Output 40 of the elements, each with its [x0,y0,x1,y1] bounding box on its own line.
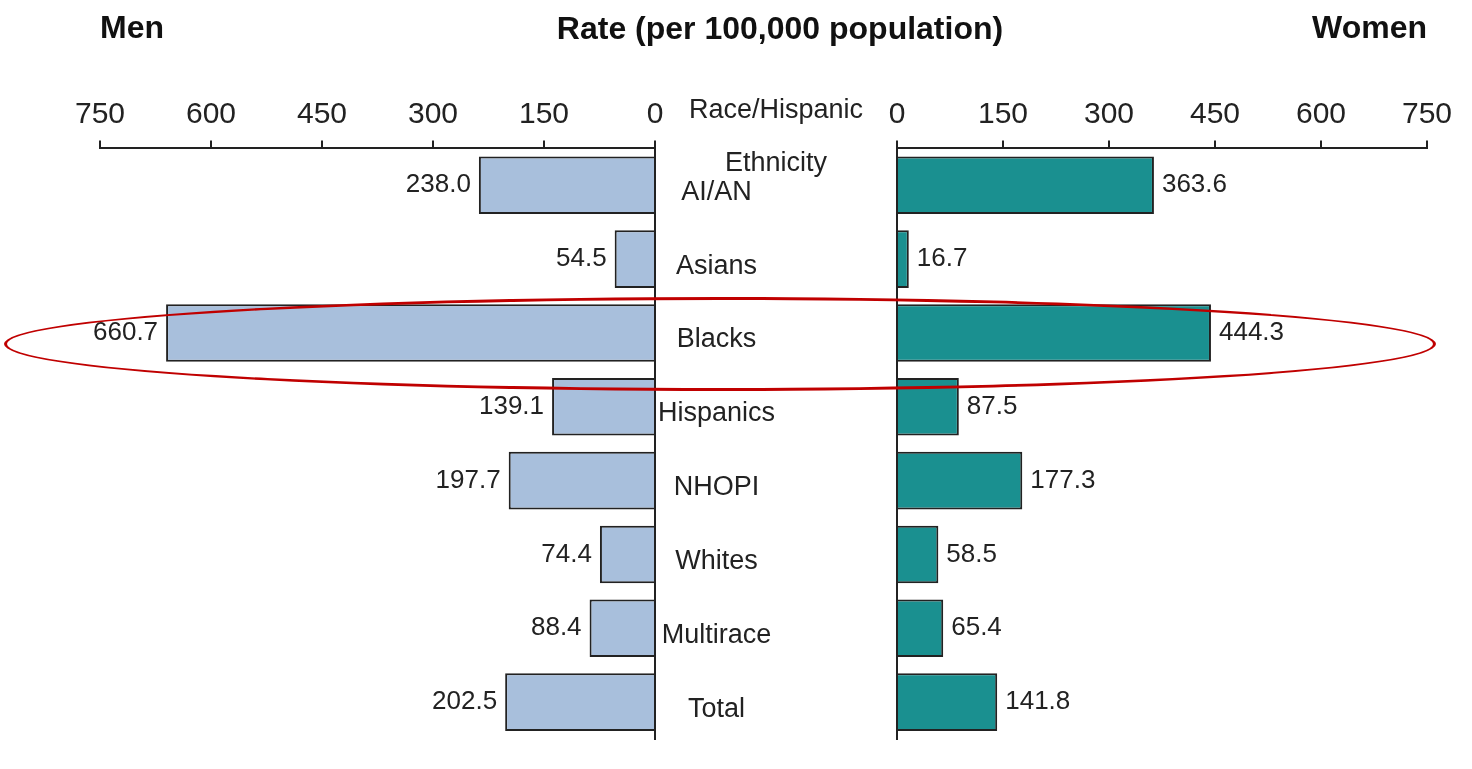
x-tick-label: 0 [646,95,664,129]
chart-title: Women [1312,9,1427,46]
data-label: 177.3 [1030,463,1096,494]
x-tick-label: 750 [1401,95,1453,129]
y-tick-label: Total [688,692,746,723]
y-axis-title: Race/Hispanic Ethnicity [688,93,864,177]
x-tick-label: 600 [185,95,237,129]
x-tick-label: 450 [296,95,348,129]
data-label: 238.0 [405,168,471,199]
data-label: 141.8 [1005,685,1071,716]
data-label: 202.5 [432,685,498,716]
data-label: 54.5 [556,242,607,273]
y-tick-label: Multirace [661,618,772,649]
y-tick-label: Whites [675,544,758,575]
data-label: 444.3 [1218,316,1285,347]
data-label: 363.6 [1161,168,1228,199]
x-tick-label: 300 [1083,95,1135,129]
data-label: 16.7 [916,242,968,273]
y-tick-label: NHOPI [673,471,760,502]
data-label: 660.7 [93,316,159,347]
x-tick-label: 300 [407,95,459,129]
y-tick-label: AI/AN [681,175,752,206]
x-tick-label: 0 [888,95,906,129]
x-axis-title: Rate (per 100,000 population) [555,10,1005,47]
data-label: 74.4 [541,537,592,568]
x-tick-label: 150 [518,95,570,129]
x-tick-label: 150 [977,95,1029,129]
data-label: 88.4 [530,611,582,642]
data-label: 65.4 [951,611,1002,642]
data-label: 87.5 [966,389,1018,420]
y-tick-label: Blacks [676,323,757,354]
chart-title: Men [100,9,164,46]
data-label: 197.7 [435,463,501,494]
y-tick-label: Asians [676,249,758,280]
data-label: 58.5 [946,537,997,568]
x-tick-label: 750 [74,95,126,129]
data-label: 139.1 [478,389,545,420]
y-tick-label: Hispanics [658,397,776,428]
x-tick-label: 600 [1295,95,1347,129]
x-tick-label: 450 [1189,95,1241,129]
